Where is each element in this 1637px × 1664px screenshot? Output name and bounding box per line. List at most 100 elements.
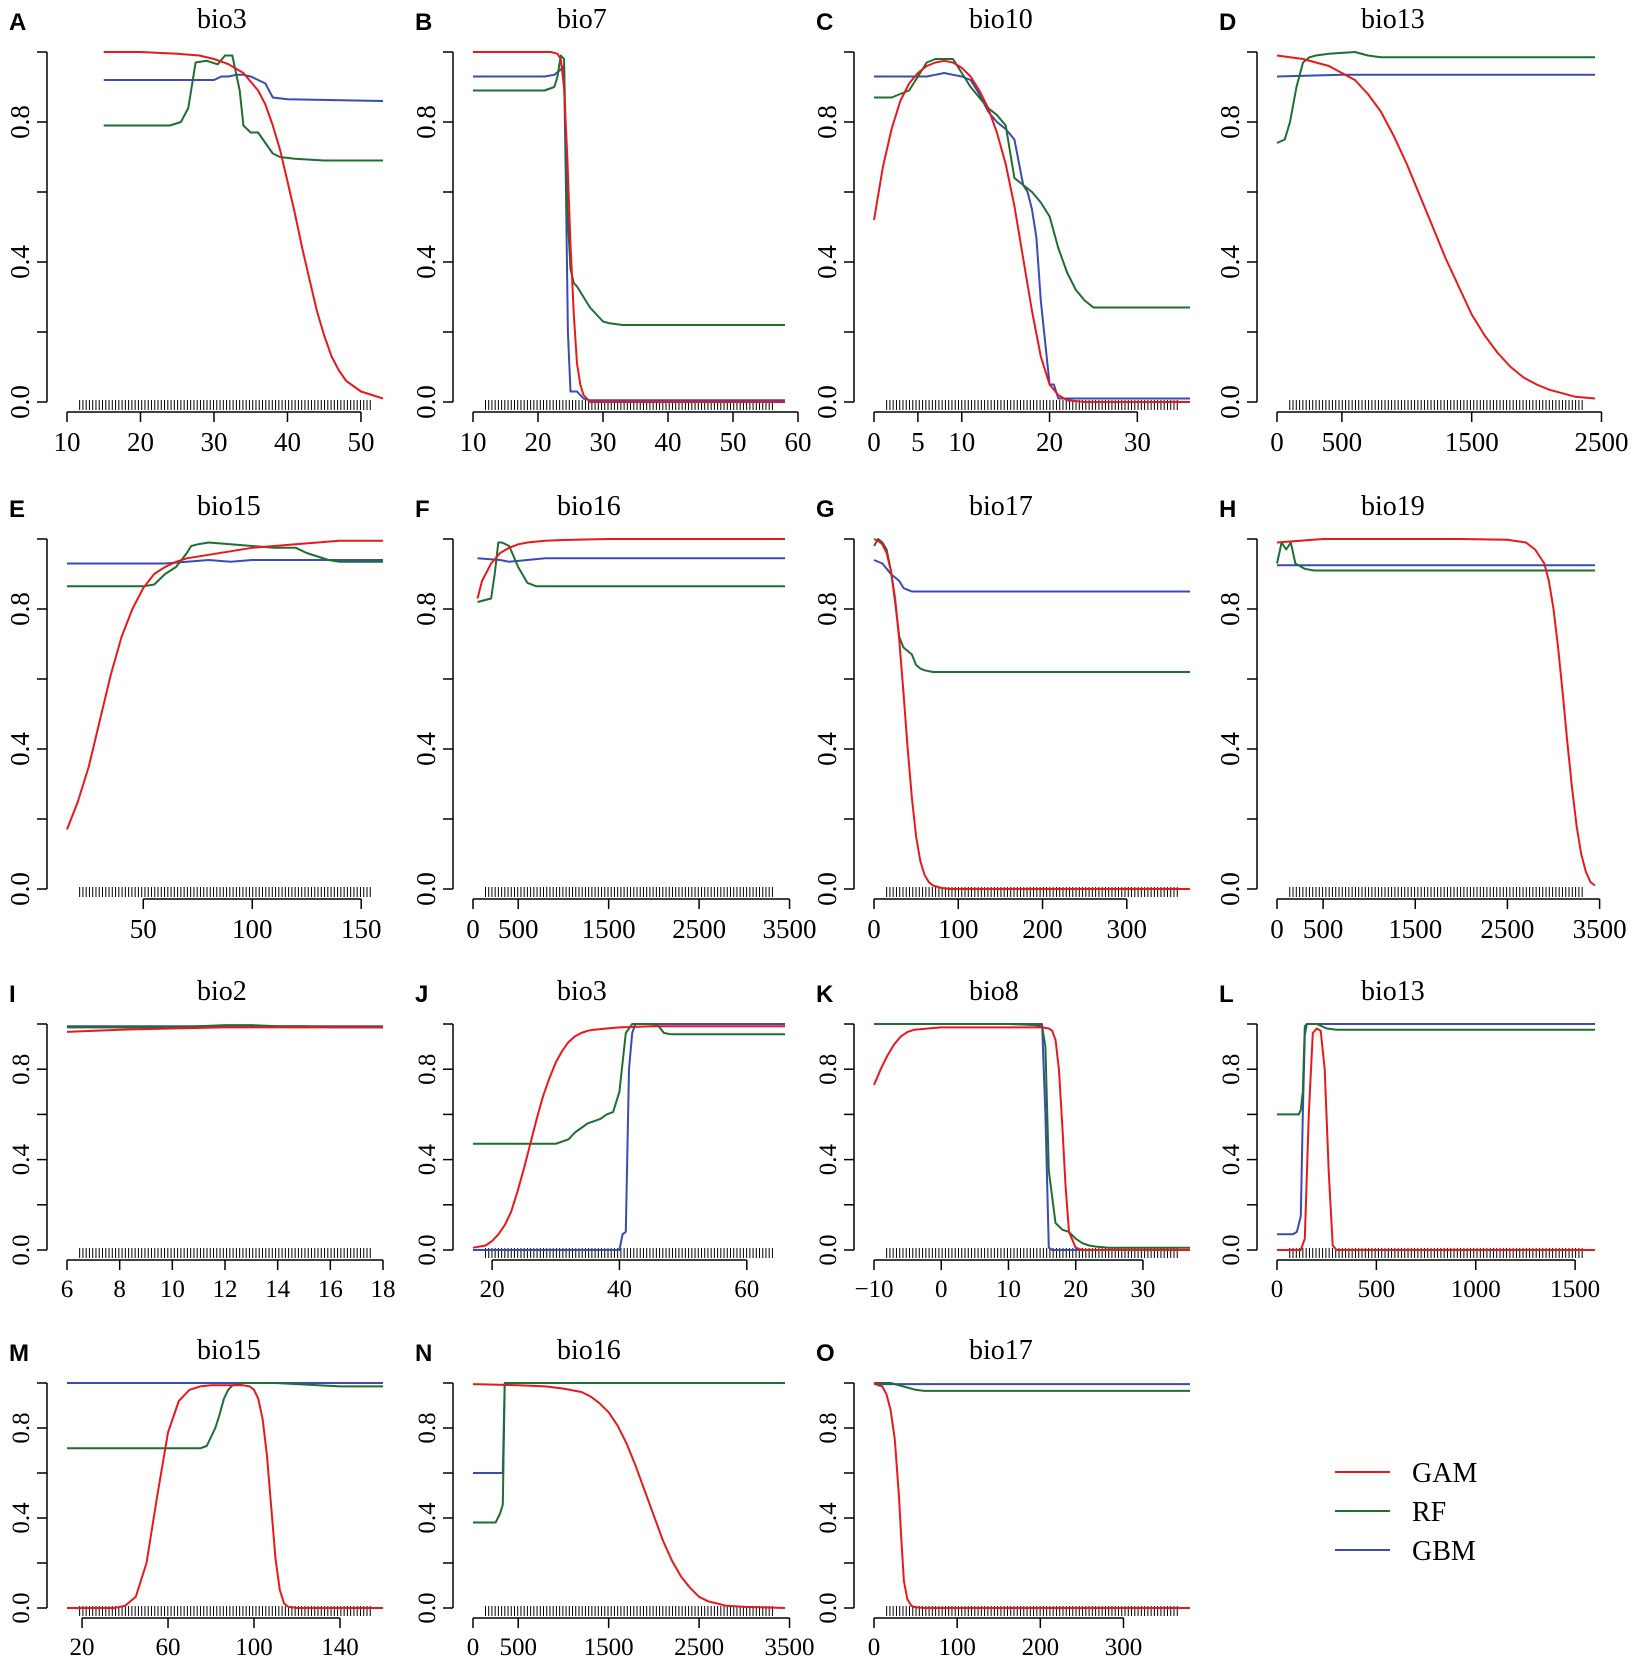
series-rf-e	[67, 541, 383, 588]
legend-label-rf: RF	[1412, 1497, 1446, 1528]
panel-title-h: bio19	[1361, 491, 1425, 522]
panel-letter-j: J	[415, 981, 428, 1008]
series-gbm-l	[1277, 1023, 1595, 1236]
panel-letter-b: B	[415, 9, 432, 36]
x-tick-label-c: 10	[948, 427, 975, 457]
x-tick-label-o: 100	[938, 1634, 976, 1661]
x-tick-label-l: 1500	[1550, 1276, 1600, 1303]
y-tick-label-m: 0.8	[8, 1412, 35, 1443]
x-tick-label-d: 500	[1322, 427, 1363, 457]
y-tick-label-d: 0.8	[1215, 105, 1245, 139]
series-gam-d	[1276, 54, 1596, 400]
y-tick-label-i: 0.4	[8, 1143, 35, 1175]
y-tick-label-a: 0.8	[5, 105, 35, 139]
x-tick-label-f: 500	[498, 914, 539, 944]
legend-label-gbm: GBM	[1412, 1536, 1476, 1567]
x-tick-label-m: 140	[321, 1634, 359, 1661]
panel-letter-k: K	[816, 981, 834, 1008]
panel-title-n: bio16	[557, 1335, 621, 1366]
panel-letter-c: C	[816, 9, 833, 36]
y-tick-label-k: 0.4	[815, 1143, 842, 1175]
series-rf-n	[473, 1382, 785, 1524]
x-tick-label-m: 20	[70, 1634, 95, 1661]
rug-j	[484, 1248, 773, 1258]
panel-title-j: bio3	[557, 976, 607, 1007]
y-tick-label-o: 0.8	[815, 1412, 842, 1443]
x-tick-label-m: 60	[156, 1634, 181, 1661]
x-tick-label-o: 300	[1105, 1634, 1143, 1661]
y-tick-label-a: 0.4	[5, 245, 35, 279]
y-tick-label-d: 0.0	[1215, 385, 1245, 419]
series-gbm-a	[103, 73, 384, 102]
x-tick-label-i: 8	[113, 1276, 126, 1303]
x-tick-label-e: 150	[341, 914, 382, 944]
rug-n	[484, 1606, 773, 1616]
panel-letter-e: E	[9, 496, 25, 523]
panel-letter-o: O	[816, 1340, 835, 1367]
legend: GAM RF GBM	[1335, 1458, 1477, 1567]
x-tick-label-c: 0	[867, 427, 881, 457]
x-tick-label-n: 500	[499, 1634, 537, 1661]
series-rf-l	[1277, 1023, 1595, 1116]
panel-letter-f: F	[415, 496, 430, 523]
series-gam-o	[873, 1382, 1190, 1609]
panel-title-a: bio3	[197, 4, 247, 35]
series-rf-g	[873, 538, 1190, 673]
x-tick-label-h: 0	[1270, 914, 1284, 944]
y-tick-label-m: 0.0	[8, 1592, 35, 1623]
x-tick-label-n: 0	[467, 1634, 480, 1661]
x-tick-label-i: 10	[160, 1276, 185, 1303]
y-tick-label-d: 0.4	[1215, 245, 1245, 279]
x-tick-label-h: 2500	[1480, 914, 1534, 944]
legend-label-gam: GAM	[1412, 1458, 1477, 1489]
y-tick-label-g: 0.4	[812, 732, 842, 766]
y-tick-label-i: 0.8	[8, 1054, 35, 1085]
panel-title-o: bio17	[969, 1335, 1033, 1366]
y-tick-label-n: 0.0	[414, 1592, 441, 1623]
x-tick-label-k: −10	[854, 1276, 893, 1303]
panel-title-b: bio7	[557, 4, 607, 35]
series-rf-o	[874, 1382, 1190, 1392]
y-tick-label-m: 0.4	[8, 1502, 35, 1534]
x-tick-label-n: 2500	[674, 1634, 724, 1661]
panel-letter-a: A	[9, 9, 26, 36]
x-tick-label-k: 30	[1130, 1276, 1155, 1303]
y-tick-label-f: 0.0	[411, 872, 441, 906]
y-tick-label-b: 0.0	[411, 385, 441, 419]
panel-title-f: bio16	[557, 491, 621, 522]
y-tick-label-i: 0.0	[8, 1234, 35, 1265]
rug-d	[1289, 400, 1583, 410]
y-tick-label-o: 0.4	[815, 1502, 842, 1534]
x-tick-label-i: 16	[318, 1276, 343, 1303]
panel-letter-d: D	[1219, 9, 1236, 36]
x-tick-label-e: 50	[130, 914, 157, 944]
series-gam-l	[1277, 1027, 1595, 1251]
y-tick-label-c: 0.0	[812, 385, 842, 419]
series-rf-c	[874, 58, 1190, 309]
panel-title-i: bio2	[197, 976, 247, 1007]
x-tick-label-c: 20	[1036, 427, 1063, 457]
x-tick-label-g: 200	[1022, 914, 1063, 944]
series-gam-j	[472, 1025, 785, 1249]
series-gbm-d	[1276, 73, 1595, 78]
x-tick-label-j: 40	[607, 1276, 632, 1303]
y-tick-label-f: 0.4	[411, 732, 441, 766]
series-rf-d	[1276, 51, 1595, 144]
x-tick-label-n: 1500	[584, 1634, 634, 1661]
x-tick-label-l: 0	[1271, 1276, 1284, 1303]
x-tick-label-a: 10	[54, 427, 81, 457]
x-tick-label-a: 40	[274, 427, 301, 457]
y-tick-label-l: 0.4	[1218, 1143, 1245, 1175]
x-tick-label-b: 60	[785, 427, 812, 457]
series-gam-b	[473, 51, 785, 403]
y-tick-label-b: 0.4	[411, 245, 441, 279]
x-tick-label-j: 20	[480, 1276, 505, 1303]
x-tick-label-i: 6	[61, 1276, 74, 1303]
x-tick-label-a: 30	[200, 427, 227, 457]
